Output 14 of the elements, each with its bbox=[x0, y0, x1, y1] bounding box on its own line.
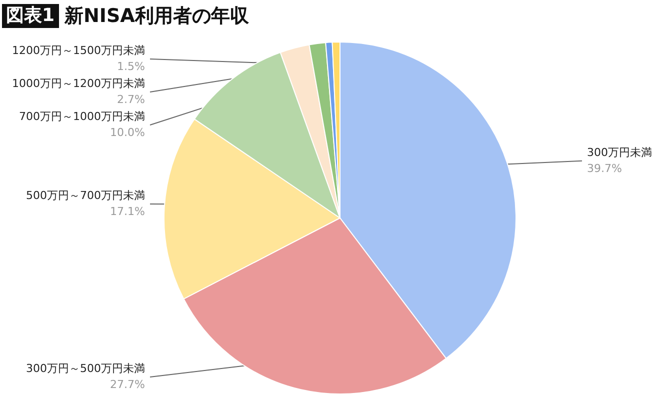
data-label: 17.1% bbox=[110, 205, 145, 218]
data-label: 2.7% bbox=[117, 93, 145, 106]
slice-label: 300万円未満 bbox=[587, 146, 652, 159]
slice-label: 700万円～1000万円未満 bbox=[19, 110, 145, 123]
slice-label: 1200万円～1500万円未満 bbox=[12, 44, 145, 57]
data-label: 27.7% bbox=[110, 378, 145, 392]
slice-label: 300万円～500万円未満 bbox=[26, 362, 145, 376]
slice-label: 500万円～700万円未満 bbox=[26, 189, 145, 202]
text: 図表1 bbox=[2, 4, 59, 28]
chart-title: 新NISA利用者の年収 bbox=[64, 4, 249, 29]
data-label: 1.5% bbox=[117, 60, 145, 73]
slice-label: 1000万円～1200万円未満 bbox=[12, 77, 145, 90]
data-label: 39.7% bbox=[587, 162, 622, 175]
data-label: 10.0% bbox=[110, 126, 145, 139]
